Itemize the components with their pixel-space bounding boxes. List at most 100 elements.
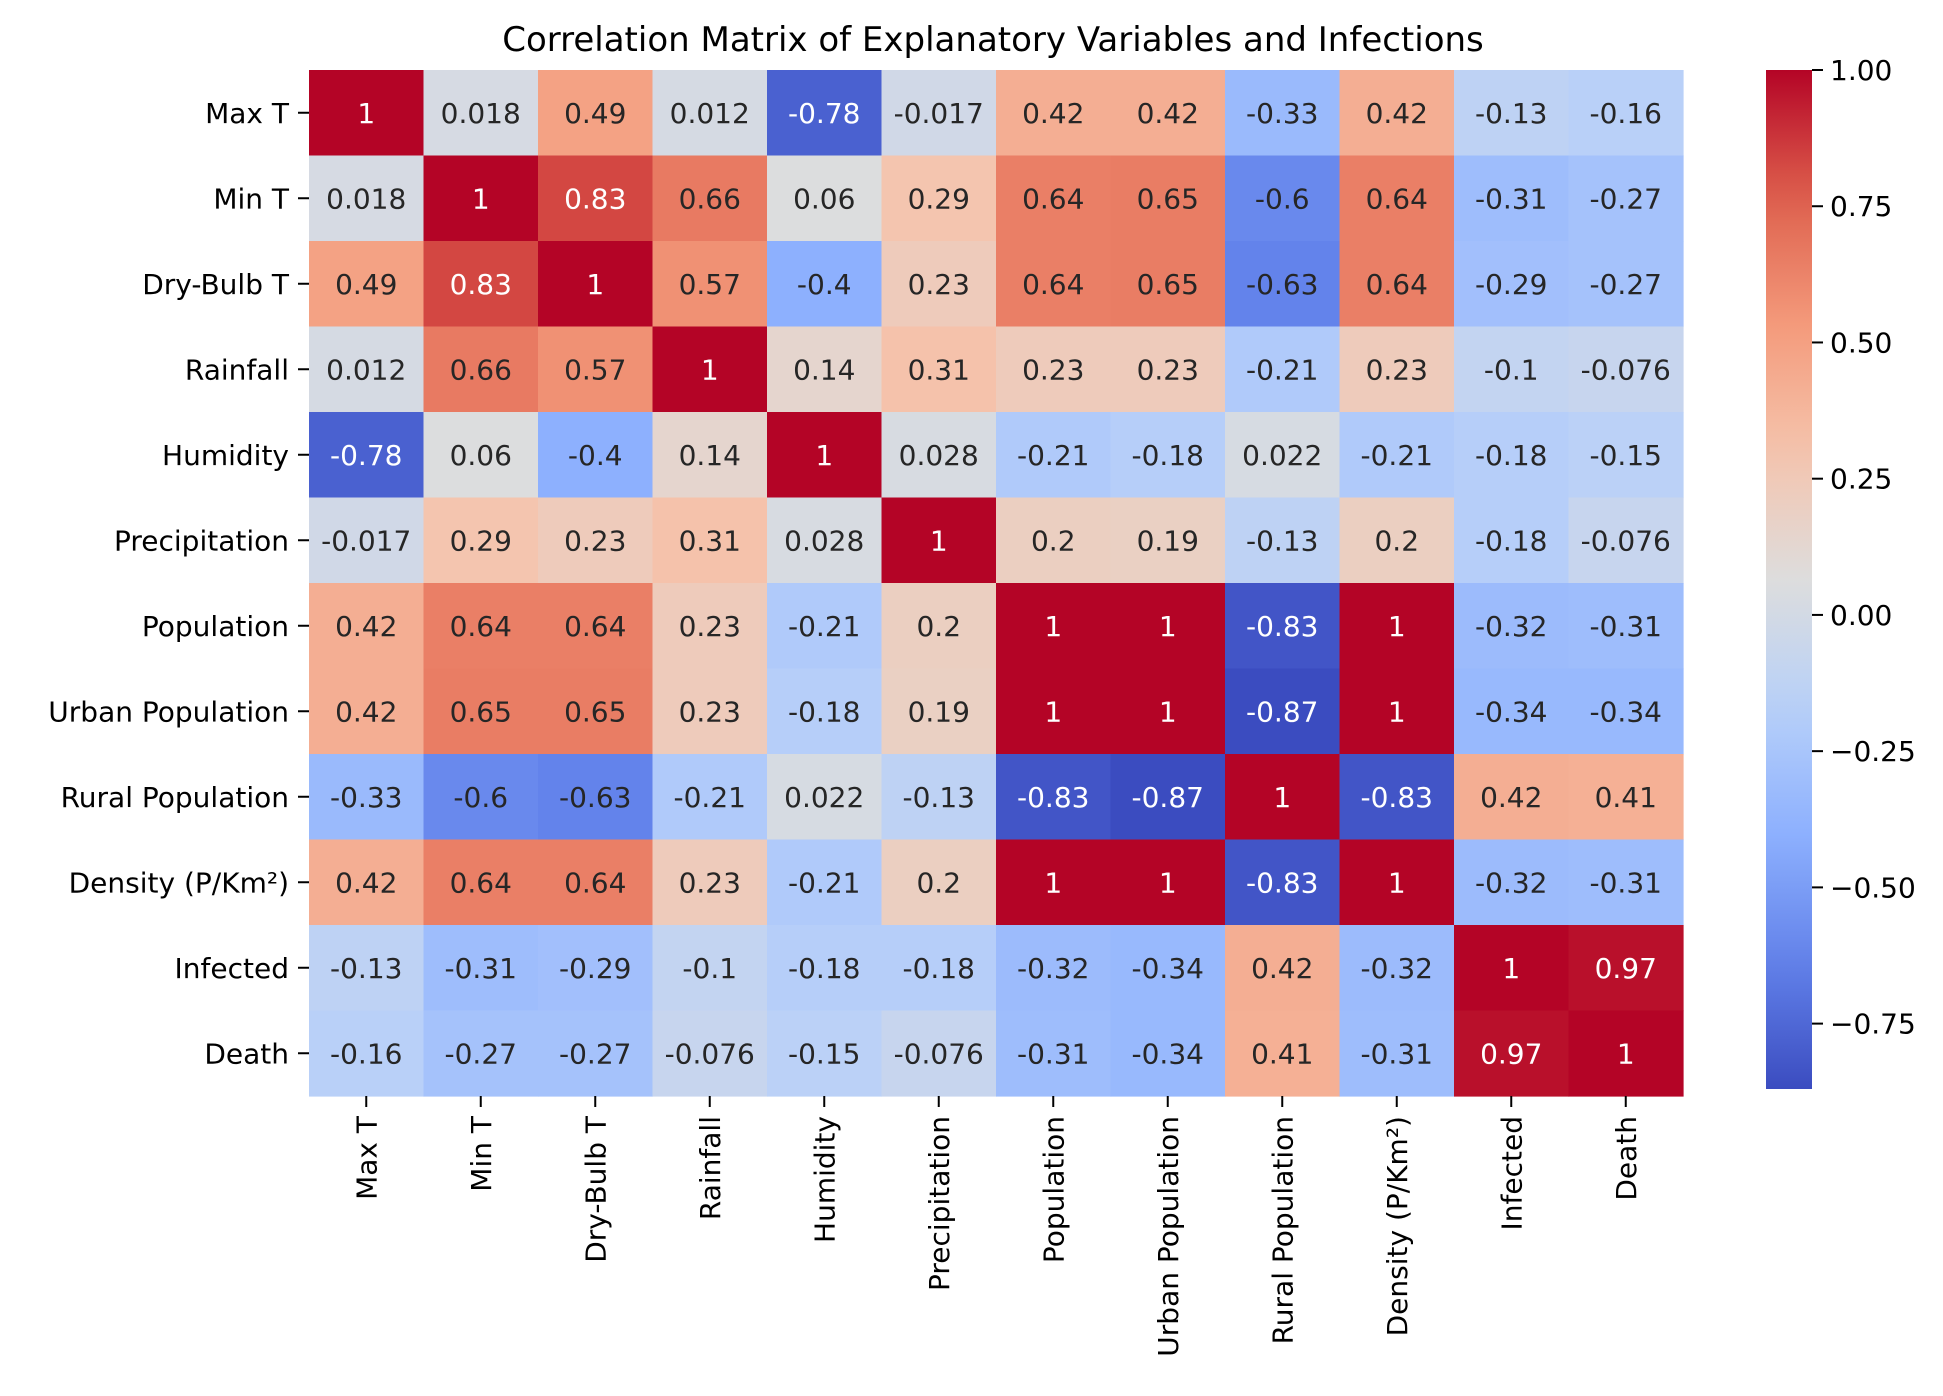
cell-annotation: 0.23 <box>908 268 970 301</box>
cell-annotation: -0.15 <box>788 1037 860 1070</box>
colorbar-tick-label: 0.00 <box>1830 599 1892 632</box>
cell-annotation: -0.18 <box>903 952 975 985</box>
cell-annotation: 0.012 <box>670 97 750 130</box>
heatmap-cell <box>1339 412 1455 499</box>
cell-annotation: 0.49 <box>335 268 397 301</box>
cell-annotation: -0.34 <box>1132 952 1204 985</box>
heatmap-cell <box>996 497 1112 584</box>
cell-annotation: -0.076 <box>1581 524 1671 557</box>
cell-annotation: 0.31 <box>908 353 970 386</box>
cell-annotation: 0.23 <box>1022 353 1084 386</box>
heatmap-cell <box>881 668 997 755</box>
heatmap-cell <box>538 155 654 242</box>
cell-annotation: 1 <box>1159 610 1177 643</box>
heatmap-cell <box>1454 668 1570 755</box>
heatmap-cell <box>423 668 539 755</box>
heatmap-cell <box>538 241 654 328</box>
heatmap-cell <box>996 754 1112 841</box>
cell-annotation: -0.32 <box>1361 952 1433 985</box>
heatmap-cell <box>652 925 768 1012</box>
cell-annotation: -0.21 <box>788 866 860 899</box>
cell-annotation: 0.66 <box>679 182 741 215</box>
cell-annotation: 0.65 <box>1137 268 1199 301</box>
heatmap-cell <box>423 241 539 328</box>
cell-annotation: -0.34 <box>1475 695 1547 728</box>
cell-annotation: -0.63 <box>1246 268 1318 301</box>
heatmap-cell <box>652 668 768 755</box>
heatmap-cell <box>767 70 883 157</box>
cell-annotation: 1 <box>1388 610 1406 643</box>
cell-annotation: -0.076 <box>894 1037 984 1070</box>
heatmap-cell <box>1454 754 1570 841</box>
heatmap-cell <box>767 668 883 755</box>
heatmap-cell <box>1568 754 1684 841</box>
heatmap-cell <box>1339 668 1455 755</box>
heatmap-cell <box>309 326 425 413</box>
heatmap-cell <box>423 925 539 1012</box>
cell-annotation: 1 <box>1044 695 1062 728</box>
cell-annotation: -0.076 <box>665 1037 755 1070</box>
cell-annotation: -0.33 <box>1246 97 1318 130</box>
heatmap-cell <box>1110 241 1226 328</box>
heatmap-cell <box>881 70 997 157</box>
cell-annotation: -0.83 <box>1246 610 1318 643</box>
cell-annotation: 0.64 <box>1366 268 1428 301</box>
heatmap-cell <box>1225 155 1341 242</box>
cell-annotation: 0.022 <box>784 781 864 814</box>
cell-annotation: 0.012 <box>326 353 406 386</box>
cell-annotation: -0.32 <box>1475 610 1547 643</box>
cell-annotation: -0.31 <box>1590 610 1662 643</box>
heatmap-cell <box>1454 155 1570 242</box>
heatmap-cell <box>1339 326 1455 413</box>
cell-annotation: -0.31 <box>445 952 517 985</box>
cell-annotation: -0.33 <box>330 781 402 814</box>
heatmap-cell <box>1568 583 1684 670</box>
cell-annotation: 0.23 <box>564 524 626 557</box>
x-tick-label: Death <box>1610 1116 1643 1201</box>
heatmap-cell <box>767 241 883 328</box>
heatmap-cell <box>996 70 1112 157</box>
heatmap-cell <box>1225 839 1341 926</box>
cell-annotation: 0.42 <box>1251 952 1313 985</box>
cell-annotation: 1 <box>1044 866 1062 899</box>
heatmap-cell <box>652 1010 768 1097</box>
heatmap-cell <box>767 1010 883 1097</box>
cell-annotation: -0.31 <box>1361 1037 1433 1070</box>
cell-annotation: -0.32 <box>1475 866 1547 899</box>
cell-annotation: -0.83 <box>1246 866 1318 899</box>
cell-annotation: 1 <box>1159 866 1177 899</box>
cell-annotation: -0.27 <box>445 1037 517 1070</box>
heatmap-cell <box>423 839 539 926</box>
heatmap-cell <box>1339 583 1455 670</box>
heatmap-cell <box>1339 925 1455 1012</box>
heatmap-cell <box>1110 925 1226 1012</box>
cell-annotation: 0.57 <box>564 353 626 386</box>
heatmap-cell <box>1339 241 1455 328</box>
cell-annotation: -0.017 <box>894 97 984 130</box>
heatmap-cell <box>1225 583 1341 670</box>
cell-annotation: 0.022 <box>1242 439 1322 472</box>
cell-annotation: 0.42 <box>1137 97 1199 130</box>
x-tick-label: Density (P/Km²) <box>1381 1116 1414 1336</box>
cell-annotation: 0.14 <box>793 353 855 386</box>
cell-annotation: -0.29 <box>1475 268 1547 301</box>
y-tick-label: Humidity <box>162 439 289 472</box>
cell-annotation: 0.65 <box>450 695 512 728</box>
cell-annotation: -0.13 <box>1475 97 1547 130</box>
heatmap-cell <box>309 497 425 584</box>
cell-annotation: 0.018 <box>441 97 521 130</box>
heatmap-cell <box>1568 155 1684 242</box>
heatmap-cell <box>538 668 654 755</box>
heatmap-cell <box>1110 1010 1226 1097</box>
cell-annotation: -0.63 <box>559 781 631 814</box>
heatmap-cell <box>652 326 768 413</box>
cell-annotation: -0.78 <box>330 439 402 472</box>
cell-annotation: -0.83 <box>1017 781 1089 814</box>
heatmap-cell <box>423 583 539 670</box>
cell-annotation: 1 <box>1388 695 1406 728</box>
cell-annotation: -0.21 <box>1246 353 1318 386</box>
x-tick-label: Humidity <box>808 1116 841 1243</box>
heatmap-cell <box>996 326 1112 413</box>
